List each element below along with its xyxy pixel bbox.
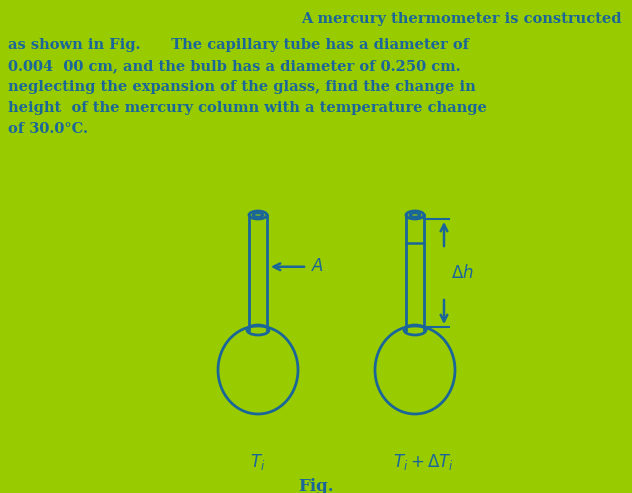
Text: neglecting the expansion of the glass, find the change in: neglecting the expansion of the glass, f…	[8, 80, 476, 94]
Text: as shown in Fig.      The capillary tube has a diameter of: as shown in Fig. The capillary tube has …	[8, 38, 469, 52]
Text: $T_i + \Delta T_i$: $T_i + \Delta T_i$	[392, 452, 454, 472]
Text: $A$: $A$	[311, 258, 324, 275]
Text: $T_i$: $T_i$	[250, 452, 265, 472]
Text: height  of the mercury column with a temperature change: height of the mercury column with a temp…	[8, 101, 487, 115]
Text: Fig.: Fig.	[298, 478, 334, 493]
Text: of 30.0°C.: of 30.0°C.	[8, 122, 88, 136]
Text: A mercury thermometer is constructed: A mercury thermometer is constructed	[301, 12, 622, 26]
Text: 0.004  00 cm, and the bulb has a diameter of 0.250 cm.: 0.004 00 cm, and the bulb has a diameter…	[8, 59, 461, 73]
Text: $\Delta h$: $\Delta h$	[451, 264, 474, 282]
